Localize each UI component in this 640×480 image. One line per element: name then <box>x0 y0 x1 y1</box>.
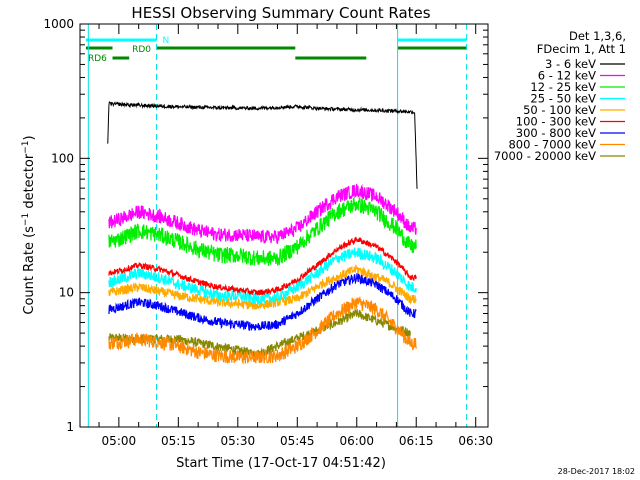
legend-entry-label: 7000 - 20000 keV <box>494 149 596 163</box>
x-tick-label: 05:15 <box>161 434 196 448</box>
flag-bar-label: RD0 <box>132 45 151 55</box>
plot-frame <box>79 23 489 428</box>
x-tick-label: 05:45 <box>280 434 315 448</box>
flag-label-background <box>86 53 112 63</box>
series-line-2 <box>108 197 417 266</box>
y-axis-label: Count Rate (s−1 detector−1) <box>21 135 37 314</box>
y-tick-label: 100 <box>51 151 74 165</box>
footer-date: 28-Dec-2017 18:02 <box>558 467 635 476</box>
flag-bar-label: RD6 <box>88 54 107 64</box>
legend-entry-label: 12 - 25 keV <box>530 80 596 94</box>
y-tick-label: 10 <box>59 286 74 300</box>
x-tick-label: 06:30 <box>458 434 493 448</box>
y-tick-label: 1000 <box>43 17 74 31</box>
legend-entry-label: 100 - 300 keV <box>516 115 596 129</box>
legend-header-line-2: FDecim 1, Att 1 <box>537 42 626 56</box>
series-line-6 <box>108 273 417 332</box>
data-series <box>107 100 418 365</box>
series-line-7 <box>108 296 417 365</box>
series-line-4 <box>108 264 417 310</box>
x-tick-label: 05:00 <box>102 434 137 448</box>
series-line-5 <box>108 236 417 297</box>
legend-entry-label: 800 - 7000 keV <box>508 138 596 152</box>
x-tick-label: 06:15 <box>399 434 434 448</box>
legend-entry-label: 25 - 50 keV <box>530 92 596 106</box>
chart-title: HESSI Observing Summary Count Rates <box>131 4 430 22</box>
legend-header-line-1: Det 1,3,6, <box>569 29 626 43</box>
flag-label-background <box>129 44 155 54</box>
series-line-3 <box>108 247 417 306</box>
x-axis-ticks: 05:00 05:15 05:30 05:45 06:00 06:15 06:30 <box>98 24 493 448</box>
series-line-1 <box>108 183 417 245</box>
x-tick-label: 06:00 <box>339 434 374 448</box>
flag-bar-label: N <box>163 36 170 46</box>
y-tick-label: 1 <box>66 420 74 434</box>
flag-bars: N RD0 RD6 <box>85 36 467 64</box>
legend-entry-label: 50 - 100 keV <box>523 103 596 117</box>
legend-entry-label: 6 - 12 keV <box>538 69 596 83</box>
legend-entry-label: 300 - 800 keV <box>516 126 596 140</box>
x-axis-label: Start Time (17-Oct-17 04:51:42) <box>176 456 386 471</box>
series-line-0 <box>107 100 418 189</box>
y-axis-ticks: 1 10 100 1000 <box>43 17 488 434</box>
legend-entry-label: 3 - 6 keV <box>545 57 596 71</box>
x-tick-label: 05:30 <box>221 434 256 448</box>
